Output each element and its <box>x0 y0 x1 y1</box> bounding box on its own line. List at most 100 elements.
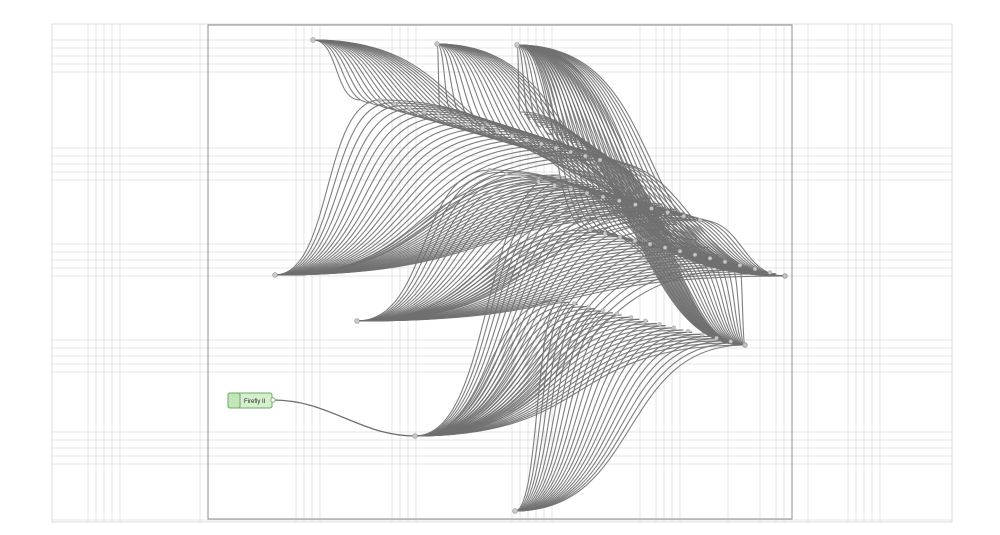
node-port[interactable] <box>310 37 316 43</box>
node-port[interactable] <box>665 210 670 215</box>
wire[interactable] <box>356 188 571 322</box>
node-port[interactable] <box>728 339 733 344</box>
wire[interactable] <box>514 310 605 512</box>
node-port[interactable] <box>465 121 471 127</box>
wire[interactable] <box>514 344 746 512</box>
node-port[interactable] <box>407 105 412 111</box>
node-port[interactable] <box>697 217 703 223</box>
wire[interactable] <box>414 305 587 437</box>
node-port[interactable] <box>536 179 541 184</box>
node-port[interactable] <box>584 190 590 196</box>
firefly-node-grip[interactable] <box>227 392 241 409</box>
wire[interactable] <box>274 128 485 276</box>
node-port[interactable] <box>572 301 577 306</box>
wire[interactable] <box>356 275 786 322</box>
node-port[interactable] <box>677 249 683 254</box>
node-port[interactable] <box>629 315 634 320</box>
node-port[interactable] <box>586 304 591 310</box>
wire[interactable] <box>514 299 561 512</box>
wire[interactable] <box>414 174 561 437</box>
wire[interactable] <box>274 142 538 276</box>
wire[interactable] <box>516 44 552 136</box>
wire[interactable] <box>516 44 609 235</box>
wire[interactable] <box>436 43 515 141</box>
node-port[interactable] <box>487 167 493 173</box>
wire[interactable] <box>516 44 702 257</box>
node-port[interactable] <box>657 322 662 327</box>
wire[interactable] <box>414 314 622 437</box>
wire[interactable] <box>516 44 646 244</box>
wire[interactable] <box>516 44 693 255</box>
node-port[interactable] <box>692 252 698 257</box>
wire[interactable] <box>274 105 401 276</box>
wire[interactable] <box>514 312 613 512</box>
wire[interactable] <box>516 44 748 268</box>
wire[interactable] <box>274 119 454 276</box>
node-port[interactable] <box>722 259 728 264</box>
wire[interactable] <box>274 214 691 276</box>
firefly-node[interactable]: Firefly II <box>227 392 276 409</box>
node-port[interactable] <box>583 153 588 159</box>
node-port[interactable] <box>539 141 544 147</box>
wire[interactable] <box>514 318 640 512</box>
wire[interactable] <box>514 331 693 512</box>
wire[interactable] <box>516 44 711 260</box>
wire[interactable] <box>414 323 657 437</box>
wire[interactable] <box>356 178 531 322</box>
wire[interactable] <box>516 44 730 264</box>
wire[interactable] <box>516 44 674 251</box>
node-port[interactable] <box>685 329 691 334</box>
node-port[interactable] <box>412 433 418 439</box>
wire[interactable] <box>516 44 628 240</box>
wire[interactable] <box>723 265 746 346</box>
node-port[interactable] <box>520 175 525 180</box>
node-port[interactable] <box>752 266 758 272</box>
wire[interactable] <box>274 148 559 276</box>
wire[interactable] <box>274 102 391 276</box>
node-port[interactable] <box>602 231 608 236</box>
wire[interactable] <box>516 44 618 238</box>
firefly-output-wire[interactable] <box>272 399 416 437</box>
node-port[interactable] <box>512 508 518 514</box>
wire[interactable] <box>516 44 767 273</box>
node-port[interactable] <box>587 227 593 233</box>
wire[interactable] <box>516 44 758 270</box>
wire[interactable] <box>708 261 746 346</box>
wire[interactable] <box>514 316 631 512</box>
node-port[interactable] <box>649 206 654 211</box>
wire[interactable] <box>716 263 746 346</box>
node-port[interactable] <box>597 157 603 163</box>
node-port[interactable] <box>617 198 622 203</box>
node-port[interactable] <box>700 332 705 337</box>
wire[interactable] <box>274 139 527 276</box>
node-port[interactable] <box>767 270 773 275</box>
wire[interactable] <box>312 39 361 101</box>
node-port[interactable] <box>600 308 605 313</box>
node-port[interactable] <box>421 109 427 115</box>
node-port[interactable] <box>568 149 573 155</box>
node-port[interactable] <box>553 145 559 151</box>
wire[interactable] <box>274 116 443 276</box>
node-port[interactable] <box>633 202 638 207</box>
node-port[interactable] <box>662 245 668 250</box>
node-port[interactable] <box>436 113 441 119</box>
node-port[interactable] <box>557 297 563 303</box>
node-port[interactable] <box>681 214 686 219</box>
node-port[interactable] <box>552 183 557 188</box>
wire[interactable] <box>516 44 562 143</box>
node-port[interactable] <box>504 171 509 176</box>
node-port[interactable] <box>480 125 485 131</box>
wire[interactable] <box>414 327 675 437</box>
node-port[interactable] <box>614 311 620 316</box>
wire[interactable] <box>516 44 542 128</box>
wire[interactable] <box>516 44 721 262</box>
node-port[interactable] <box>495 129 500 135</box>
node-port[interactable] <box>354 318 360 324</box>
wire[interactable] <box>414 310 605 437</box>
wire[interactable] <box>414 320 649 437</box>
wire[interactable] <box>516 44 665 249</box>
wire[interactable] <box>274 110 422 276</box>
wire[interactable] <box>312 39 395 110</box>
node-port[interactable] <box>377 97 383 103</box>
